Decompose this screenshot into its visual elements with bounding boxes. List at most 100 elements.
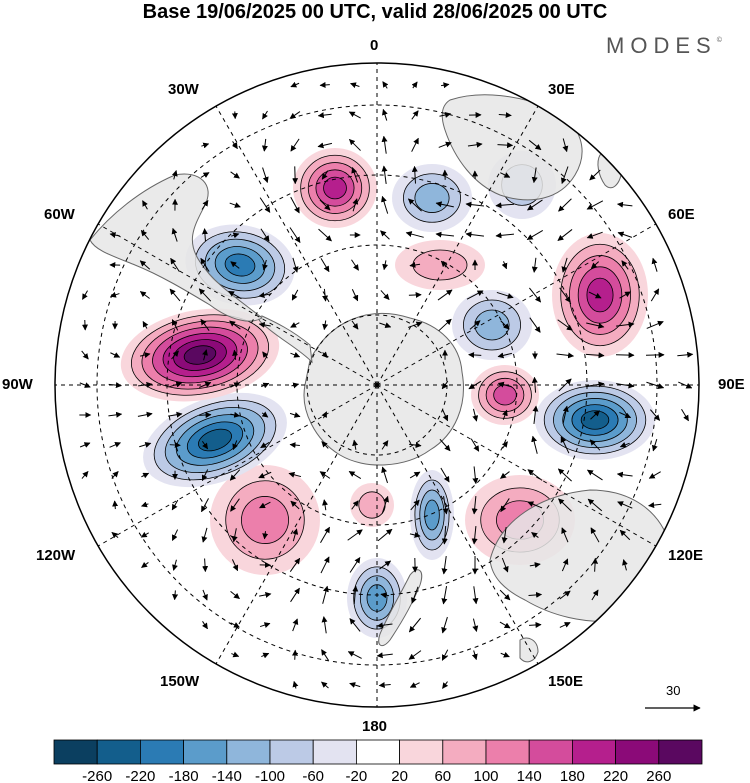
wind-vector: [201, 527, 208, 543]
wind-vector: [382, 260, 389, 271]
wind-vector: [351, 320, 359, 330]
wind-vector: [262, 110, 268, 120]
wind-vector: [262, 167, 269, 184]
wind-vector: [497, 142, 514, 149]
wind-vector: [290, 81, 300, 88]
wind-vector: [259, 622, 271, 628]
wind-vector: [232, 349, 239, 360]
wind-vector: [289, 111, 301, 119]
wind-vector: [292, 166, 299, 185]
wind-vector: [109, 442, 121, 448]
wind-vector: [261, 411, 269, 418]
lon-label-60w: 60W: [44, 206, 75, 223]
colorbar-tick-label: -180: [169, 768, 199, 783]
wind-vector: [139, 352, 151, 359]
wind-vector: [472, 408, 479, 422]
anomaly-contour: [224, 253, 256, 277]
wind-vector: [171, 529, 179, 541]
wind-vector: [349, 682, 361, 688]
wind-vector: [441, 649, 449, 661]
wind-vector: [559, 622, 571, 628]
wind-vector: [171, 319, 179, 331]
wind-vector: [258, 471, 272, 479]
wind-vector: [201, 440, 209, 450]
polar-stereographic-map: [54, 62, 701, 712]
wind-vector: [437, 289, 453, 301]
wind-vector: [229, 469, 241, 481]
lon-label-150w: 150W: [160, 673, 200, 690]
wind-vector: [561, 527, 569, 543]
wind-vector: [262, 259, 268, 271]
wind-vector: [318, 228, 332, 242]
wind-vector: [259, 591, 272, 598]
wind-vector: [467, 141, 483, 148]
wind-vector: [381, 135, 388, 154]
wind-vector: [292, 528, 299, 542]
colorbar-swatch: [572, 739, 617, 765]
wind-vector: [262, 351, 269, 359]
colorbar-swatch: [355, 739, 400, 765]
wind-vector: [411, 137, 419, 152]
wind-vector: [586, 231, 603, 239]
wind-vector: [590, 527, 600, 543]
wind-vector: [141, 561, 149, 568]
wind-vector: [471, 650, 478, 661]
wind-vector: [377, 528, 393, 542]
wind-vector: [409, 682, 420, 688]
wind-vector: [497, 352, 513, 359]
wind-vector: [172, 590, 179, 601]
wind-vector: [321, 170, 329, 180]
wind-vector: [230, 171, 240, 179]
wind-vector: [557, 468, 572, 482]
anomaly-contour: [586, 277, 614, 313]
lon-label-60e: 60E: [668, 206, 695, 223]
wind-vector: [231, 559, 239, 572]
wind-vector: [411, 110, 419, 120]
colorbar-tick-label: -100: [255, 768, 285, 783]
wind-vector: [322, 288, 329, 302]
wind-vector: [321, 649, 329, 661]
brand-text: MODES: [606, 33, 717, 58]
wind-vector: [81, 470, 89, 479]
wind-vector: [378, 682, 391, 689]
wind-vector: [292, 618, 299, 632]
wind-vector: [586, 322, 605, 329]
wind-vector: [292, 680, 299, 689]
wind-vector: [169, 441, 181, 448]
wind-vector: [557, 319, 573, 331]
wind-vector: [496, 291, 514, 299]
wind-vector: [526, 230, 544, 240]
wind-vector: [380, 230, 390, 240]
wind-vector: [261, 382, 270, 389]
wind-vector: [410, 499, 420, 511]
wind-vector: [681, 409, 689, 422]
wind-vector: [559, 590, 571, 600]
wind-vector: [405, 231, 424, 238]
wind-vector: [468, 380, 482, 390]
wind-vector: [472, 466, 479, 485]
graticule: [55, 63, 699, 707]
wind-vector: [409, 532, 421, 538]
wind-vector: [502, 409, 508, 420]
wind-vector: [230, 261, 240, 269]
wind-vector: [111, 471, 119, 479]
wind-vector: [622, 559, 628, 571]
wind-vector: [201, 228, 208, 242]
wind-vector: [381, 195, 389, 214]
wind-vector: [289, 412, 301, 418]
wind-vector: [172, 559, 178, 571]
wind-vector: [110, 352, 121, 358]
anomaly-contour: [414, 183, 450, 213]
wind-vector: [140, 229, 150, 240]
wind-vector: [527, 469, 543, 481]
wind-vector: [651, 257, 658, 272]
wind-vector: [648, 471, 661, 479]
wind-vector: [198, 288, 212, 302]
wind-vector: [382, 108, 388, 121]
wind-vector: [260, 441, 270, 449]
lon-label-120w: 120W: [36, 547, 76, 564]
colorbar-swatch: [139, 739, 184, 765]
wind-vector: [289, 442, 300, 449]
wind-vector: [291, 649, 298, 660]
antarctica: [303, 312, 464, 466]
